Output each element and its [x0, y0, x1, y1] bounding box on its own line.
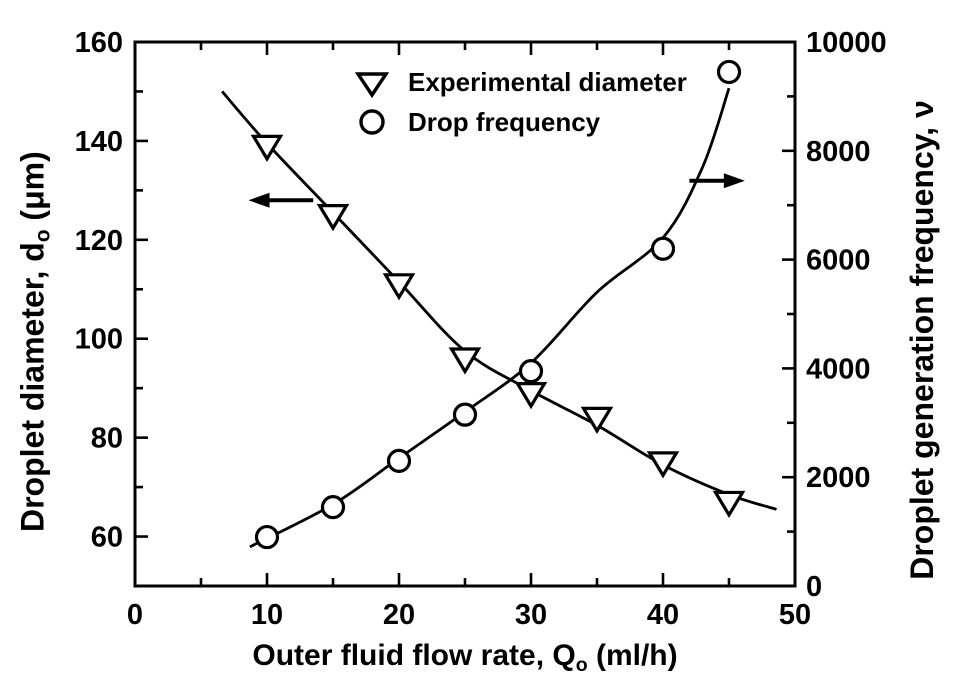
data-point-triangle [448, 347, 482, 375]
data-point-triangle [646, 451, 680, 479]
x-tick-label: 50 [779, 599, 811, 631]
y-right-tick-label: 4000 [806, 353, 871, 385]
data-point-triangle [580, 406, 614, 434]
y-right-tick-label: 0 [806, 571, 822, 603]
y-left-tick-label: 60 [91, 522, 123, 554]
left-y-axis-title-units: (μm) [14, 151, 51, 230]
circle-icon [359, 109, 385, 135]
left-axis-arrow-head [248, 192, 270, 208]
data-point-circle [386, 448, 412, 473]
x-axis-title-text: Outer fluid flow rate, Q [252, 639, 576, 672]
x-axis-title-units: (ml/h) [587, 639, 678, 672]
left-y-axis-title: Droplet diameter, do (μm) [14, 22, 61, 662]
y-left-tick-label: 140 [75, 126, 123, 158]
right-axis-arrow-head [723, 173, 745, 189]
frequency-fit-curve [249, 87, 731, 549]
data-point-circle [254, 524, 280, 550]
x-tick-label: 0 [127, 599, 143, 631]
data-point-circle [320, 495, 346, 520]
left-y-axis-title-text: Droplet diameter, d [14, 242, 51, 533]
triangle-down-icon [354, 72, 390, 99]
y-left-tick-label: 120 [75, 225, 123, 257]
y-left-tick-label: 160 [75, 27, 123, 59]
x-tick-label: 10 [251, 599, 283, 631]
data-point-circle [716, 59, 742, 85]
legend-item-experimental-diameter: Experimental diameter [350, 62, 687, 102]
y-right-tick-label: 10000 [806, 27, 887, 59]
x-axis-title: Outer fluid flow rate, Qo (ml/h) [135, 638, 795, 683]
data-point-circle [650, 236, 676, 261]
legend: Experimental diameter Drop frequency [350, 62, 687, 142]
y-left-tick-label: 80 [91, 423, 123, 455]
data-point-circle [518, 359, 544, 384]
legend-item-drop-frequency: Drop frequency [350, 102, 687, 142]
x-tick-label: 20 [383, 599, 415, 631]
y-right-tick-label: 2000 [806, 462, 871, 494]
right-y-axis-title-text: Droplet generation frequency, ν [904, 100, 940, 580]
y-right-tick-label: 8000 [806, 136, 871, 168]
data-point-triangle [382, 273, 416, 301]
x-tick-label: 40 [647, 599, 679, 631]
data-point-circle [452, 402, 478, 427]
data-point-triangle [712, 490, 746, 519]
diameter-fit-curve [221, 90, 777, 511]
legend-label: Experimental diameter [408, 66, 687, 97]
left-y-axis-title-subscript: o [31, 229, 55, 243]
y-left-tick-label: 100 [75, 324, 123, 356]
x-tick-label: 30 [515, 599, 547, 631]
right-y-axis-title: Droplet generation frequency, ν [904, 20, 940, 660]
legend-label: Drop frequency [408, 106, 601, 137]
data-point-triangle [514, 382, 548, 410]
data-point-triangle [316, 203, 350, 232]
y-right-tick-label: 6000 [806, 245, 871, 277]
x-axis-title-subscript: o [575, 653, 588, 676]
data-point-triangle [250, 134, 284, 162]
